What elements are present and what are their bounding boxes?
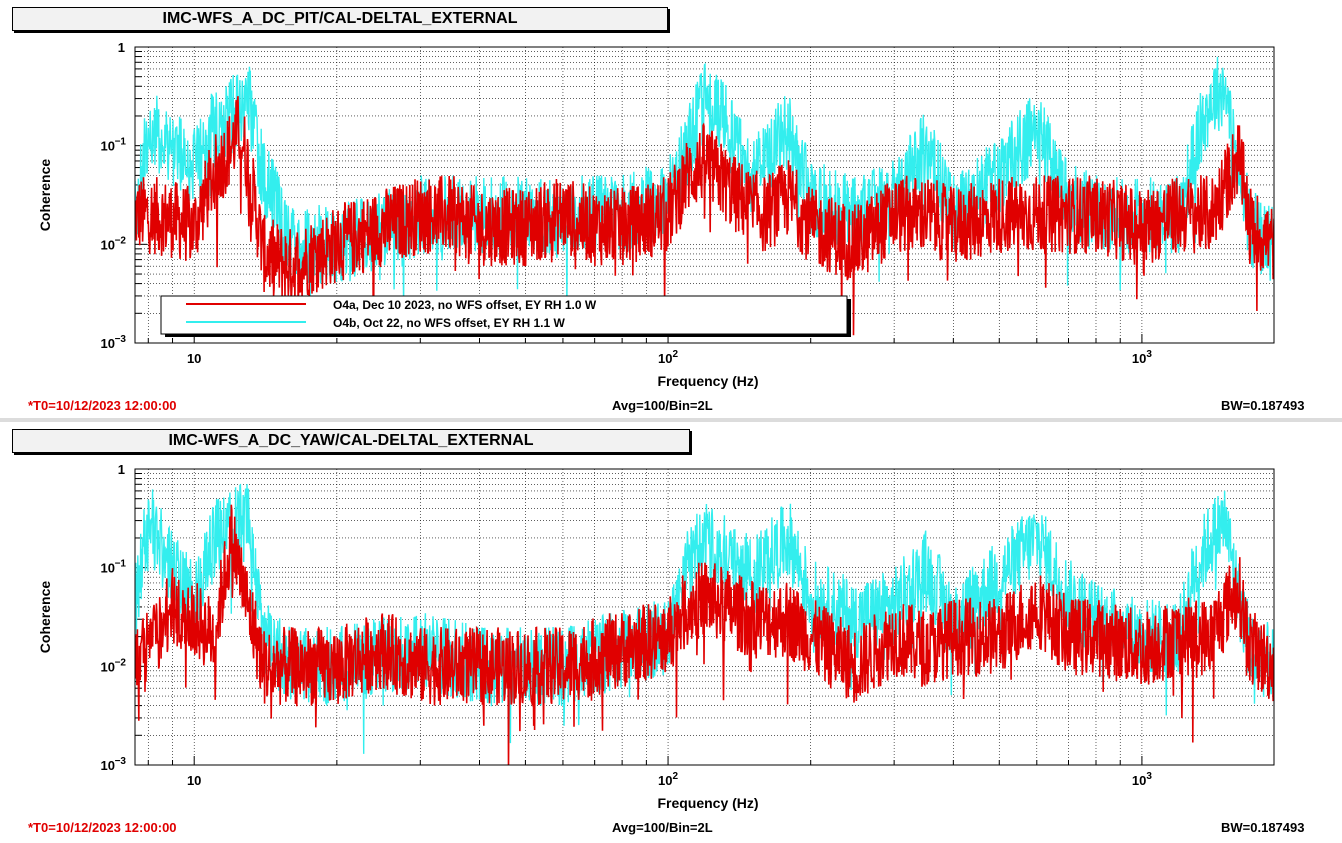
y-axis-label: Coherence <box>37 581 53 654</box>
y-tick-exponent: −3 <box>115 756 127 767</box>
legend: O4a, Dec 10 2023, no WFS offset, EY RH 1… <box>160 295 851 337</box>
y-tick-exponent: −1 <box>115 137 127 148</box>
y-tick-label: 10 <box>101 336 115 351</box>
y-tick-label: 10 <box>101 237 115 252</box>
bw-label: BW=0.187493 <box>1221 398 1305 413</box>
y-axis-label: Coherence <box>37 159 53 232</box>
legend-box <box>160 295 848 335</box>
y-tick-exponent: −3 <box>115 334 127 345</box>
x-tick-label: 102 <box>658 771 678 788</box>
plot-frame <box>134 468 1275 766</box>
y-tick-label: 10 <box>101 659 115 674</box>
x-tick-label: 103 <box>1132 771 1152 788</box>
x-axis-label: Frequency (Hz) <box>657 373 758 389</box>
plot-title: IMC-WFS_A_DC_PIT/CAL-DELTAL_EXTERNAL <box>12 7 668 31</box>
x-tick-label: 103 <box>1132 349 1152 366</box>
t0-label: *T0=10/12/2023 12:00:00 <box>28 398 177 413</box>
x-tick-label: 10 <box>187 351 201 366</box>
legend-label: O4b, Oct 22, no WFS offset, EY RH 1.1 W <box>333 316 565 330</box>
y-tick-exponent: −1 <box>115 559 127 570</box>
t0-label: *T0=10/12/2023 12:00:00 <box>28 820 177 835</box>
y-tick-label: 1 <box>118 40 125 55</box>
avg-label: Avg=100/Bin=2L <box>612 398 713 413</box>
y-tick-label: 1 <box>118 462 125 477</box>
plot-panel-yaw: IMC-WFS_A_DC_YAW/CAL-DELTAL_EXTERNAL 10 1… <box>0 422 1342 843</box>
x-axis-label: Frequency (Hz) <box>657 795 758 811</box>
bw-label: BW=0.187493 <box>1221 820 1305 835</box>
x-tick-label: 10 <box>187 773 201 788</box>
plot-panel-pitch: IMC-WFS_A_DC_PIT/CAL-DELTAL_EXTERNAL 10 1… <box>0 0 1342 418</box>
y-tick-label: 10 <box>101 561 115 576</box>
x-tick-label: 102 <box>658 349 678 366</box>
series-line <box>135 96 1274 337</box>
y-tick-exponent: −2 <box>115 235 127 246</box>
y-tick-label: 10 <box>101 758 115 773</box>
plot-title: IMC-WFS_A_DC_YAW/CAL-DELTAL_EXTERNAL <box>12 429 690 453</box>
series-line <box>135 504 1274 765</box>
plot-frame <box>134 46 1275 344</box>
y-tick-exponent: −2 <box>115 657 127 668</box>
y-tick-label: 10 <box>101 139 115 154</box>
legend-label: O4a, Dec 10 2023, no WFS offset, EY RH 1… <box>333 298 597 312</box>
avg-label: Avg=100/Bin=2L <box>612 820 713 835</box>
